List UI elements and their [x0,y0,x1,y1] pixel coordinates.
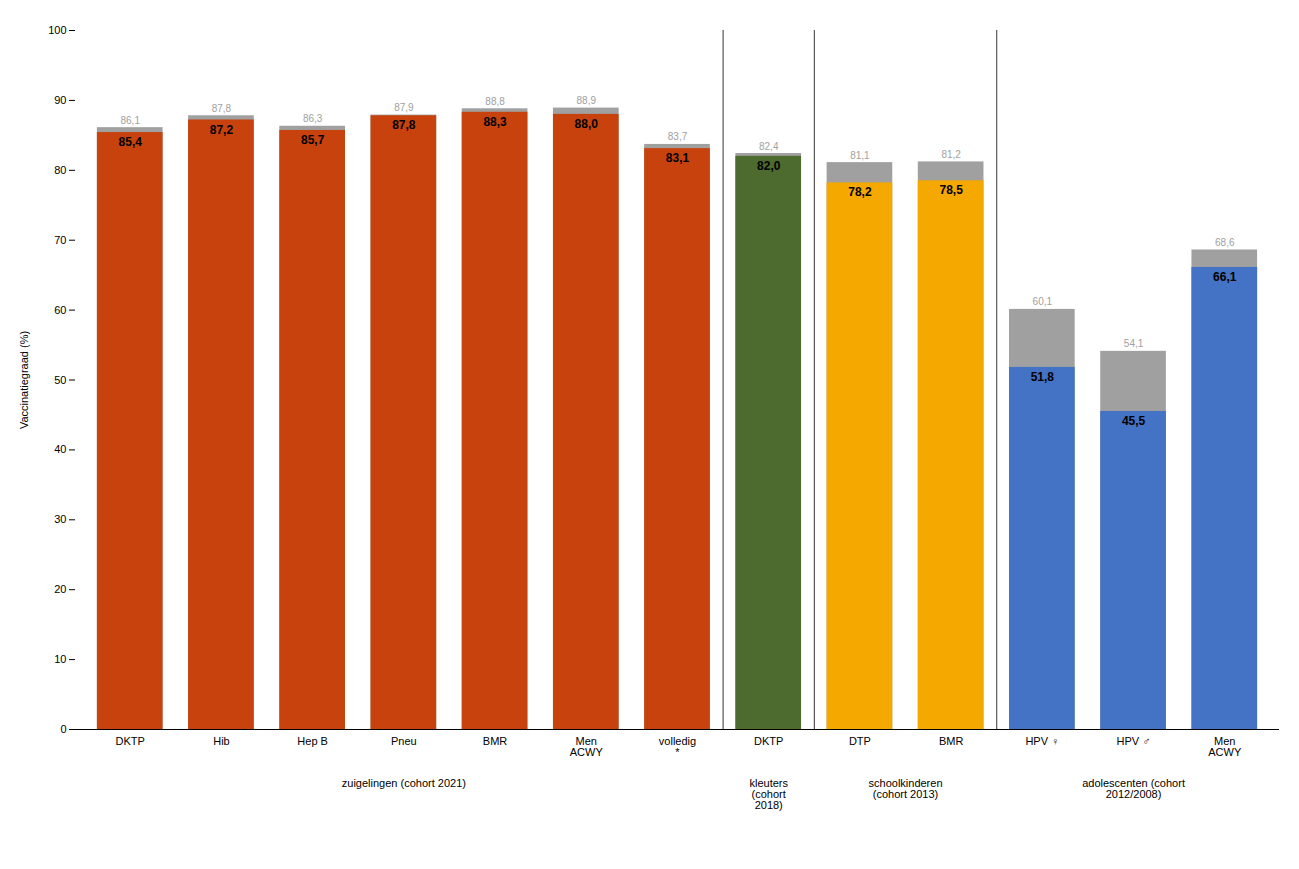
svg-text:adolescenten (cohort2012/2008): adolescenten (cohort2012/2008) [1082,777,1185,800]
svg-text:81,2: 81,2 [941,149,961,160]
svg-text:70: 70 [54,234,66,246]
svg-text:80: 80 [54,164,66,176]
svg-text:BMR: BMR [939,735,964,747]
svg-text:100: 100 [48,24,66,36]
svg-text:schoolkinderen(cohort 2013): schoolkinderen(cohort 2013) [869,777,943,800]
svg-text:81,1: 81,1 [850,150,870,161]
svg-text:45,5: 45,5 [1122,414,1146,428]
svg-text:78,5: 78,5 [939,183,963,197]
svg-text:90: 90 [54,94,66,106]
svg-text:50: 50 [54,374,66,386]
svg-text:82,0: 82,0 [757,159,781,173]
svg-text:Hep B: Hep B [297,735,328,747]
svg-text:HPV ♀: HPV ♀ [1025,735,1059,747]
svg-text:82,4: 82,4 [759,141,779,152]
svg-text:51,8: 51,8 [1031,370,1055,384]
svg-text:DKTP: DKTP [754,735,783,747]
svg-text:86,1: 86,1 [120,115,140,126]
svg-text:88,9: 88,9 [577,95,597,106]
svg-text:85,7: 85,7 [301,133,325,147]
svg-text:30: 30 [54,513,66,525]
svg-text:MenACWY: MenACWY [1208,735,1242,758]
svg-text:68,6: 68,6 [1215,237,1235,248]
svg-text:86,3: 86,3 [303,113,323,124]
svg-text:66,1: 66,1 [1213,270,1237,284]
svg-text:88,0: 88,0 [575,117,599,131]
svg-text:Vaccinatiegraad (%): Vaccinatiegraad (%) [18,331,30,429]
svg-text:zuigelingen (cohort 2021): zuigelingen (cohort 2021) [342,777,466,789]
svg-text:60,1: 60,1 [1033,296,1053,307]
svg-text:88,8: 88,8 [485,96,505,107]
svg-text:83,1: 83,1 [666,151,690,165]
svg-text:40: 40 [54,443,66,455]
svg-text:87,8: 87,8 [392,118,416,132]
svg-text:60: 60 [54,304,66,316]
svg-text:87,9: 87,9 [394,102,414,113]
svg-text:88,3: 88,3 [483,115,507,129]
svg-text:HPV ♂: HPV ♂ [1117,735,1151,747]
svg-text:87,8: 87,8 [212,103,232,114]
svg-text:MenACWY: MenACWY [570,735,604,758]
svg-text:85,4: 85,4 [119,135,143,149]
svg-text:DTP: DTP [849,735,871,747]
svg-text:DKTP: DKTP [116,735,145,747]
svg-text:78,2: 78,2 [848,185,872,199]
svg-text:BMR: BMR [483,735,508,747]
svg-text:volledig*: volledig* [659,735,696,758]
svg-text:kleuters(cohort2018): kleuters(cohort2018) [749,777,788,811]
svg-text:20: 20 [54,583,66,595]
svg-text:Hib: Hib [213,735,230,747]
svg-text:54,1: 54,1 [1124,338,1144,349]
svg-text:Pneu: Pneu [391,735,417,747]
svg-text:83,7: 83,7 [668,131,688,142]
svg-text:10: 10 [54,653,66,665]
svg-text:87,2: 87,2 [210,122,234,136]
svg-text:0: 0 [60,723,66,735]
